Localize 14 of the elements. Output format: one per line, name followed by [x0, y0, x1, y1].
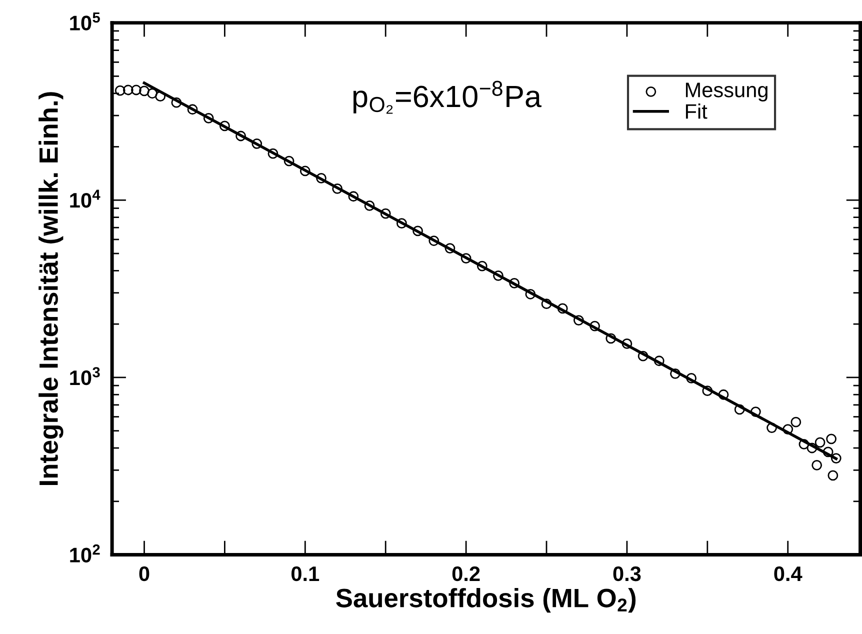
x-tick-label: 0.1: [291, 566, 320, 582]
y-tick-label: 10$^{3}$: [70, 367, 100, 386]
y-tick-label: 10$^{4}$: [70, 190, 100, 208]
x-tick-label: 0.3: [613, 566, 641, 582]
x-tick-label: 0: [139, 566, 150, 582]
legend-label: Messung: [686, 82, 768, 102]
annotation: p$_{O₂}$=6x10$^{−8}$Pa: [353, 80, 542, 114]
y-tick-label: 10$^{5}$: [70, 12, 100, 30]
x-tick-label: 0.4: [774, 566, 802, 582]
x-axis-title: Sauerstoffdosis (ML O$_{2}$): [336, 588, 636, 613]
legend-label: Fit: [686, 104, 708, 119]
x-tick-label: 0.2: [452, 566, 480, 582]
y-tick-label: 10$^{2}$: [70, 544, 100, 562]
y-axis-title: Integrale Intensität (willk. Einh.): [38, 92, 64, 485]
